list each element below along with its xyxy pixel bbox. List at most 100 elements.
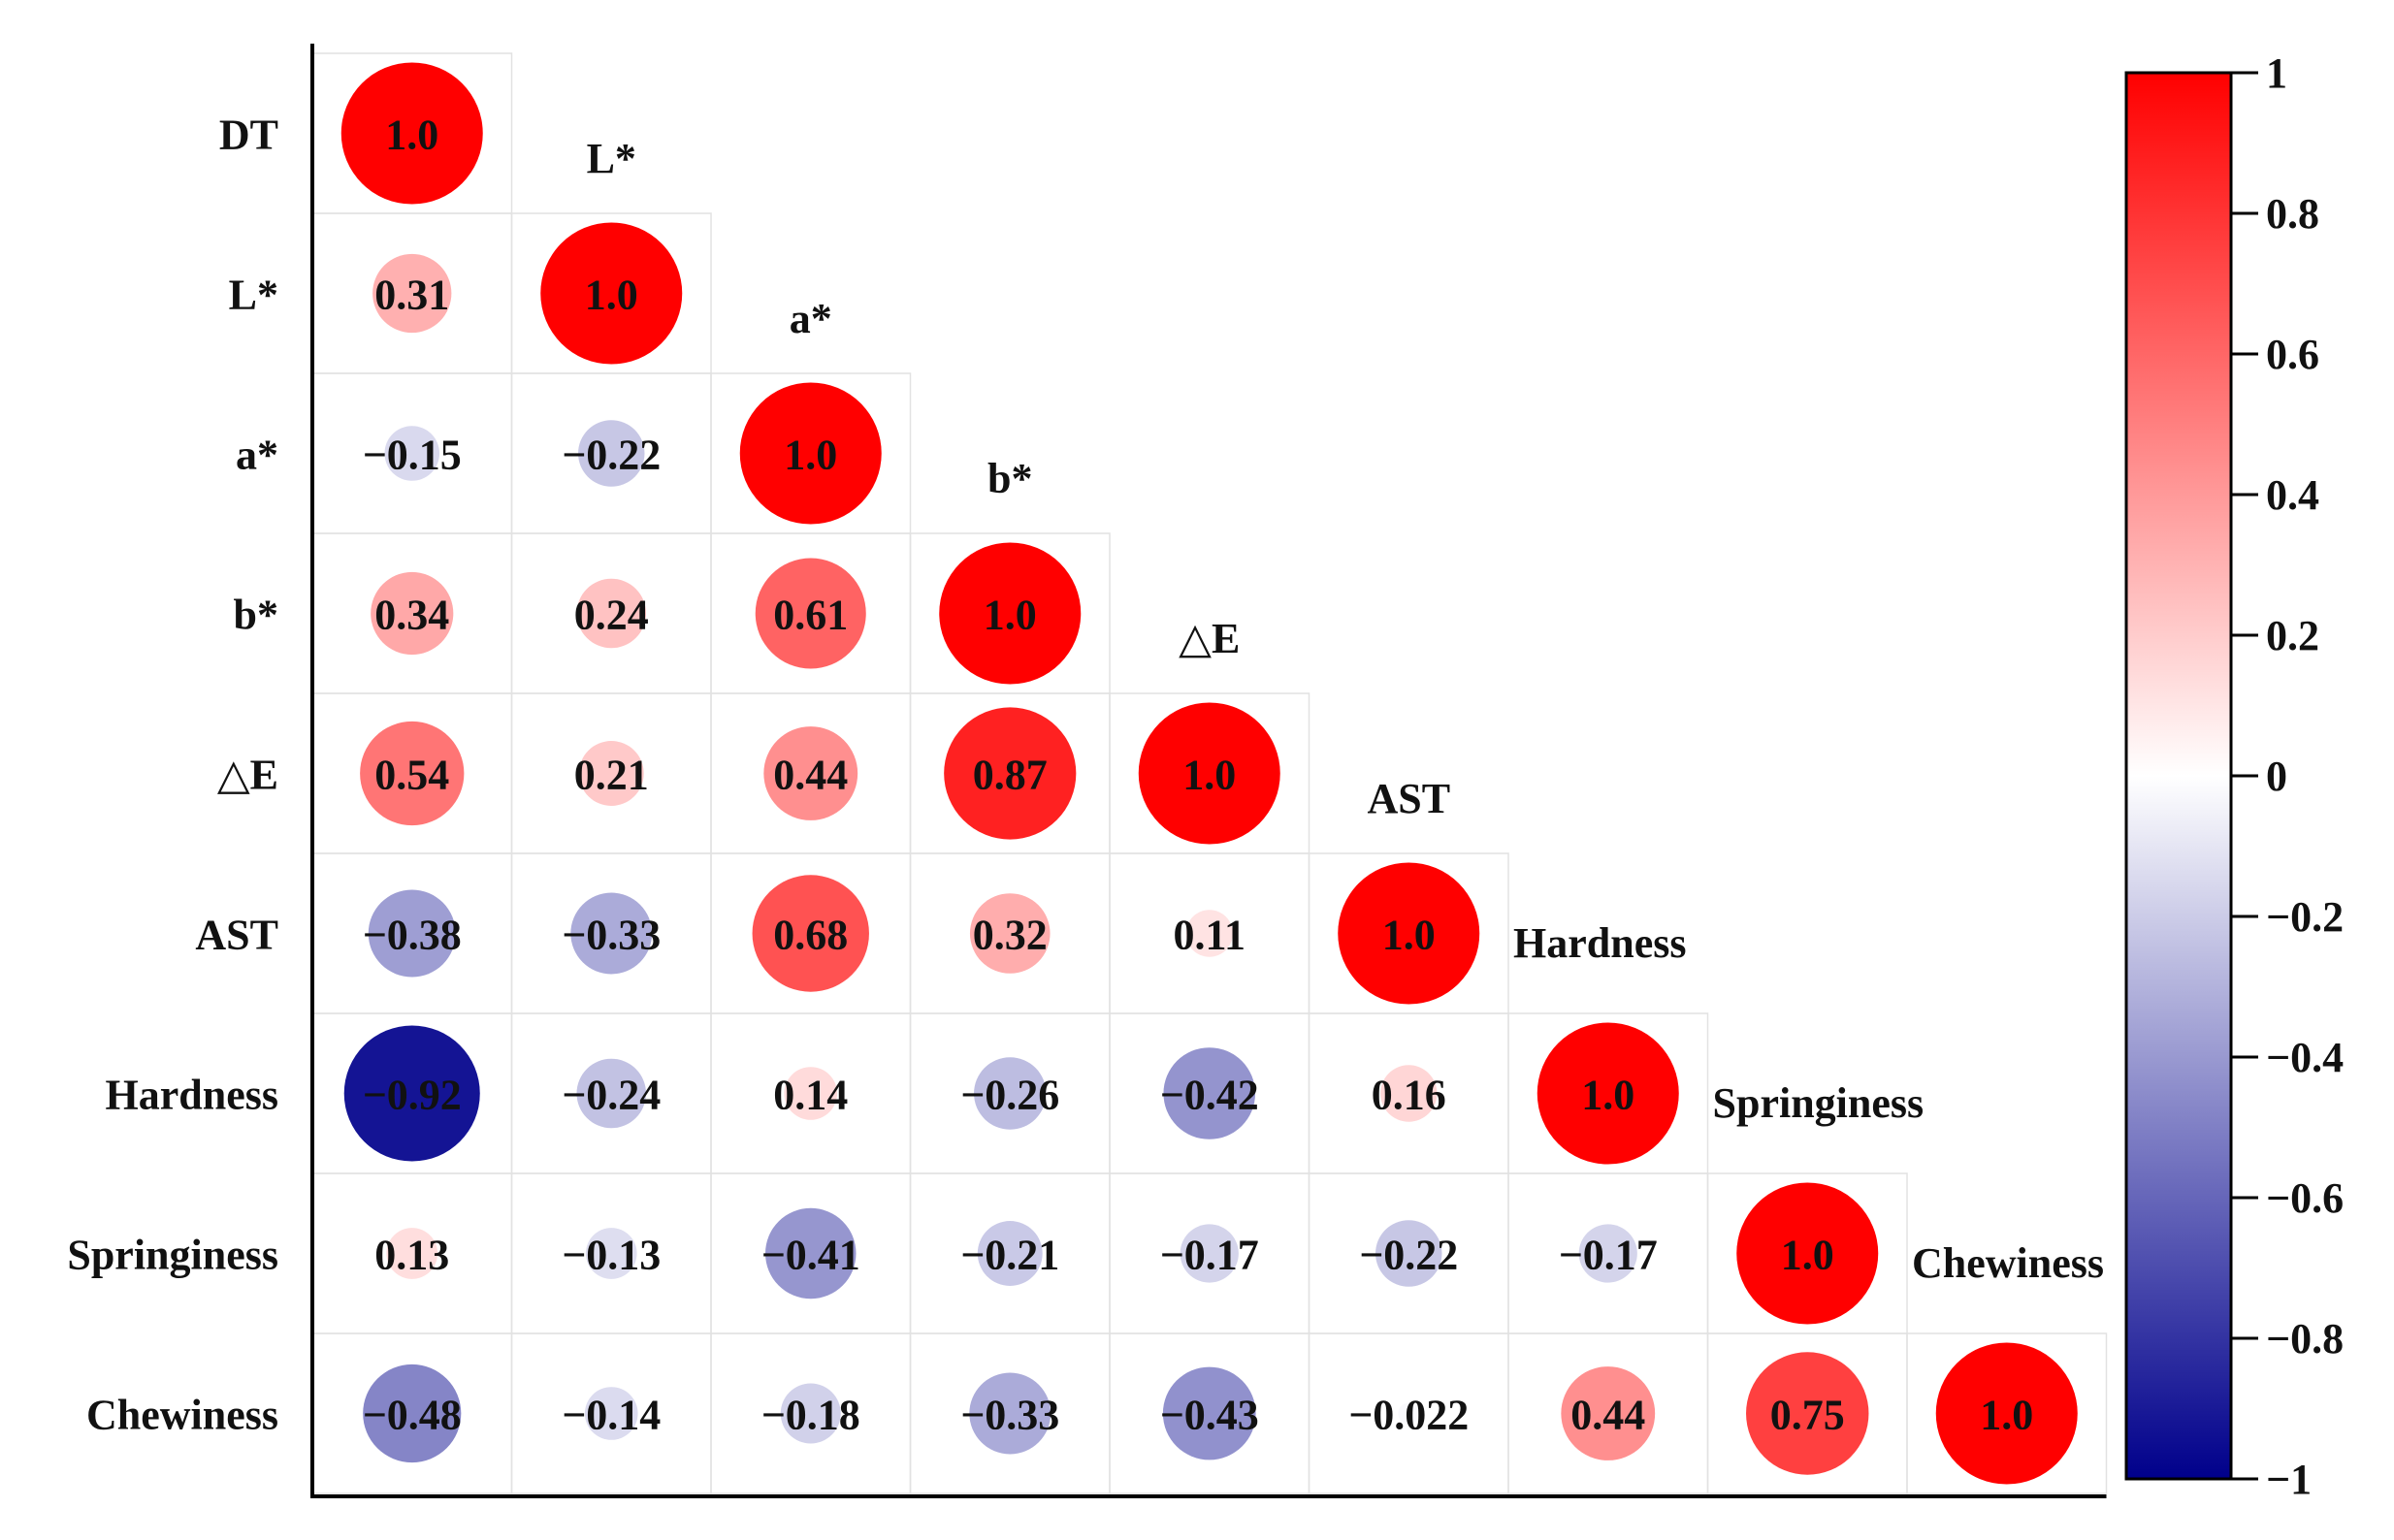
correlation-value: −0.18 xyxy=(761,1392,860,1439)
correlation-circle xyxy=(1746,1352,1869,1475)
correlation-circle xyxy=(585,1228,637,1279)
correlation-circle xyxy=(977,1221,1043,1286)
correlation-circle xyxy=(969,1372,1051,1455)
correlation-circle xyxy=(1736,1182,1879,1325)
row-label-l-star: L* xyxy=(229,272,278,319)
diagonal-labels: L* a* b* △E AST Hardness Springiness Chewiness xyxy=(587,135,2104,1287)
colorbar-tick-label: −0.6 xyxy=(2266,1174,2344,1222)
correlation-value: 0.68 xyxy=(773,912,848,959)
correlation-value: −0.22 xyxy=(562,432,661,479)
correlation-value: −0.33 xyxy=(960,1392,1059,1439)
correlation-circle xyxy=(386,1228,438,1279)
correlation-circle xyxy=(363,1364,462,1463)
correlation-circle xyxy=(384,426,440,481)
correlation-value: 1.0 xyxy=(585,272,638,319)
correlation-circle xyxy=(944,707,1077,840)
correlation-value: 0.21 xyxy=(574,752,649,799)
correlation-value: −0.17 xyxy=(1559,1232,1658,1279)
correlation-circle xyxy=(372,253,452,334)
correlation-value: −0.24 xyxy=(562,1072,661,1119)
correlation-circle xyxy=(1180,1224,1239,1283)
correlation-value: −0.42 xyxy=(1160,1072,1259,1119)
row-label-delta-e: △E xyxy=(217,752,278,799)
correlation-circle xyxy=(755,558,866,669)
correlation-circles xyxy=(340,62,2078,1485)
colorbar-tick-label: −0.8 xyxy=(2266,1315,2344,1363)
correlation-circle xyxy=(576,1058,647,1129)
correlation-value: −0.22 xyxy=(1359,1232,1458,1279)
colorbar-tick-label: −0.4 xyxy=(2266,1034,2344,1081)
correlation-value: −0.15 xyxy=(363,432,462,479)
correlation-value: 1.0 xyxy=(1382,912,1436,959)
correlation-circle xyxy=(540,222,683,365)
matrix-cell xyxy=(1906,1332,2108,1494)
column-label-delta-e: △E xyxy=(1179,615,1240,662)
row-label-ast: AST xyxy=(195,912,278,959)
correlation-circle xyxy=(1163,1047,1256,1139)
correlation-value: −0.13 xyxy=(562,1232,661,1279)
correlation-circle xyxy=(1561,1366,1656,1460)
row-label-b-star: b* xyxy=(234,592,278,639)
correlation-value: −0.43 xyxy=(1160,1392,1259,1439)
correlation-circle xyxy=(578,741,644,806)
correlation-values: 1.0 0.31 1.0 −0.15 −0.22 1.0 0.34 0.24 0.61 1.0 0.… xyxy=(363,112,2034,1439)
row-label-hardness: Hardness xyxy=(106,1072,278,1119)
correlation-value: 0.31 xyxy=(374,272,449,319)
correlation-value: 0.24 xyxy=(574,592,649,639)
colorbar-tick-label: 1 xyxy=(2266,49,2287,97)
colorbar-tick-label: 0.4 xyxy=(2266,471,2319,519)
colorbar: 1 0.8 0.6 0.4 0.2 0 −0.2 −0.4 −0.6 −0.8 −1 xyxy=(2124,49,2344,1503)
correlation-circle xyxy=(752,875,869,992)
correlation-value: −0.022 xyxy=(1348,1392,1469,1439)
column-label-a-star: a* xyxy=(790,295,832,342)
colorbar-gradient xyxy=(2124,71,2233,1481)
correlation-circle xyxy=(1578,1224,1637,1283)
correlation-circle xyxy=(343,1025,480,1162)
column-label-ast: AST xyxy=(1367,775,1450,822)
correlation-value: 0.16 xyxy=(1372,1072,1446,1119)
correlation-value: −0.38 xyxy=(363,912,462,959)
correlation-value: −0.41 xyxy=(761,1232,860,1279)
correlation-circle xyxy=(1185,910,1233,957)
correlation-circle xyxy=(576,578,647,649)
matrix-cells xyxy=(311,52,2108,1494)
correlation-value: −0.21 xyxy=(960,1232,1059,1279)
correlation-circle xyxy=(1398,1402,1420,1425)
correlation-value: −0.17 xyxy=(1160,1232,1259,1279)
correlation-value: 0.11 xyxy=(1173,912,1246,959)
correlation-value: 0.54 xyxy=(374,752,449,799)
correlation-value: −0.92 xyxy=(363,1072,462,1119)
correlation-value: 1.0 xyxy=(1781,1232,1834,1279)
colorbar-tick-label: 0.6 xyxy=(2266,331,2319,378)
correlation-circle xyxy=(1537,1022,1679,1165)
correlation-value: 0.34 xyxy=(374,592,449,639)
correlation-value: 1.0 xyxy=(1980,1392,2033,1439)
colorbar-tick-label: −0.2 xyxy=(2266,893,2344,941)
correlation-circle xyxy=(1138,702,1280,845)
column-label-hardness: Hardness xyxy=(1513,919,1686,967)
correlation-circle xyxy=(1380,1065,1438,1122)
correlation-value: 1.0 xyxy=(784,432,837,479)
correlation-circle xyxy=(584,1387,638,1440)
correlation-circle xyxy=(360,721,465,826)
colorbar-tick-label: 0.2 xyxy=(2266,612,2319,659)
correlation-value: 1.0 xyxy=(984,592,1037,639)
correlation-value: −0.26 xyxy=(960,1072,1059,1119)
correlation-circle xyxy=(371,571,454,656)
column-label-chewiness: Chewiness xyxy=(1912,1239,2104,1287)
correlation-value: −0.33 xyxy=(562,912,661,959)
row-labels: DT L* a* b* △E AST Hardness Springiness Chewines… xyxy=(67,112,278,1439)
correlation-value: 0.14 xyxy=(773,1072,848,1119)
correlation-value: 0.61 xyxy=(773,592,848,639)
correlation-circle xyxy=(368,889,456,978)
correlation-value: −0.48 xyxy=(363,1392,462,1439)
correlation-circle xyxy=(763,726,858,820)
row-label-dt: DT xyxy=(219,112,278,159)
correlation-value: 1.0 xyxy=(1581,1072,1634,1119)
correlation-value: 0.44 xyxy=(1570,1392,1645,1439)
correlation-value: 0.13 xyxy=(374,1232,449,1279)
correlation-circle xyxy=(1162,1366,1256,1460)
correlation-circle xyxy=(780,1383,841,1444)
